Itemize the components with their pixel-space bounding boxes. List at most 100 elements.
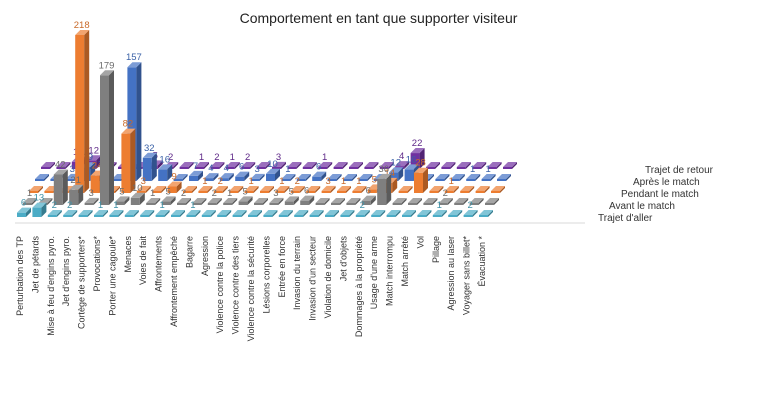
- bar-side: [475, 174, 481, 181]
- bar: [294, 210, 309, 217]
- data-label: 3: [276, 152, 281, 163]
- data-label: 1: [150, 188, 155, 199]
- bar-front: [448, 215, 458, 217]
- bar: [479, 210, 493, 217]
- bar-top: [183, 186, 197, 191]
- bar-side: [324, 198, 330, 205]
- data-label: 1: [190, 200, 195, 211]
- bar-front: [472, 167, 482, 169]
- bar-side: [44, 174, 49, 181]
- bar: [325, 210, 339, 217]
- bar-side: [441, 210, 447, 217]
- bar-side: [176, 181, 182, 193]
- data-label: 1: [279, 176, 284, 187]
- bar-top: [189, 170, 203, 176]
- bar: [398, 186, 413, 193]
- bar-top: [331, 198, 345, 203]
- bar: [444, 186, 459, 193]
- bar-top: [266, 168, 280, 174]
- bar-side: [450, 162, 456, 169]
- bar-front: [65, 178, 75, 181]
- bar: [432, 210, 447, 217]
- data-label: 7: [193, 161, 198, 172]
- data-label: 2: [443, 188, 448, 199]
- bar-side: [361, 186, 367, 193]
- bar-front: [325, 215, 334, 217]
- data-label: 1: [227, 188, 232, 199]
- bar-side: [139, 192, 145, 205]
- bar-front: [485, 203, 494, 205]
- bar-front: [130, 197, 140, 205]
- bar-front: [244, 191, 254, 193]
- bar-side: [145, 185, 151, 193]
- bar-front: [343, 179, 352, 181]
- bar-top: [173, 174, 188, 179]
- data-label: 32: [144, 143, 155, 154]
- bar-front: [444, 191, 454, 193]
- bar-front: [213, 191, 223, 193]
- bar-side: [272, 210, 278, 217]
- bar-side: [259, 173, 265, 181]
- bar-side: [38, 186, 43, 193]
- bar: [136, 185, 151, 193]
- bar-side: [115, 186, 120, 193]
- bar: [463, 210, 478, 217]
- category-label: Agression: [200, 236, 210, 276]
- bar: [35, 174, 49, 181]
- bar-top: [121, 128, 136, 134]
- bar-side: [367, 174, 373, 181]
- bar-top: [269, 197, 284, 203]
- category-label: Jet de pétards: [30, 236, 40, 294]
- bar-side: [293, 196, 299, 205]
- bar-front: [337, 191, 346, 193]
- bar-top: [69, 184, 84, 190]
- data-label: 2: [214, 152, 219, 163]
- bar-front: [171, 215, 180, 217]
- bar-front: [35, 179, 44, 181]
- bar-front: [349, 167, 358, 169]
- data-label: 157: [126, 52, 142, 63]
- bar-side: [500, 186, 505, 193]
- bar-top: [29, 186, 43, 191]
- bar-side: [330, 185, 336, 193]
- bar-top: [463, 210, 478, 215]
- bar-side: [318, 210, 324, 217]
- category-label: Jet d'objets: [338, 236, 348, 282]
- bar: [198, 186, 213, 193]
- bar-side: [201, 198, 207, 205]
- bar-front: [78, 215, 88, 217]
- bar-top: [140, 210, 155, 215]
- bar: [121, 128, 136, 193]
- bar: [29, 186, 43, 193]
- bar-front: [124, 215, 134, 217]
- bar-front: [198, 191, 208, 193]
- data-label: 6: [21, 198, 26, 209]
- bar-top: [109, 210, 124, 215]
- bar-front: [223, 203, 233, 205]
- bar-top: [284, 196, 299, 202]
- bar-top: [485, 198, 499, 203]
- bar-top: [192, 198, 207, 203]
- bar-front: [112, 179, 121, 181]
- bar: [235, 171, 250, 181]
- bar-side: [290, 174, 296, 181]
- data-label: 1: [159, 200, 164, 211]
- data-label: 1: [248, 176, 253, 187]
- bar-front: [358, 179, 368, 181]
- bar-side: [78, 184, 84, 205]
- bar-side: [447, 198, 453, 205]
- bar-side: [50, 162, 55, 169]
- bar-top: [503, 162, 517, 167]
- bar: [207, 198, 222, 205]
- bar-side: [423, 167, 428, 193]
- series-label: Après le match: [633, 177, 700, 188]
- bar-side: [401, 198, 407, 205]
- data-label: 5: [289, 186, 294, 197]
- bar-side: [216, 198, 222, 205]
- category-label: Perturbation des TP: [15, 236, 25, 316]
- category-label: Invasion du terrain: [292, 236, 302, 310]
- data-label: 2: [52, 200, 57, 211]
- data-label: 6: [239, 162, 244, 173]
- category-label: Bagarre: [184, 236, 194, 268]
